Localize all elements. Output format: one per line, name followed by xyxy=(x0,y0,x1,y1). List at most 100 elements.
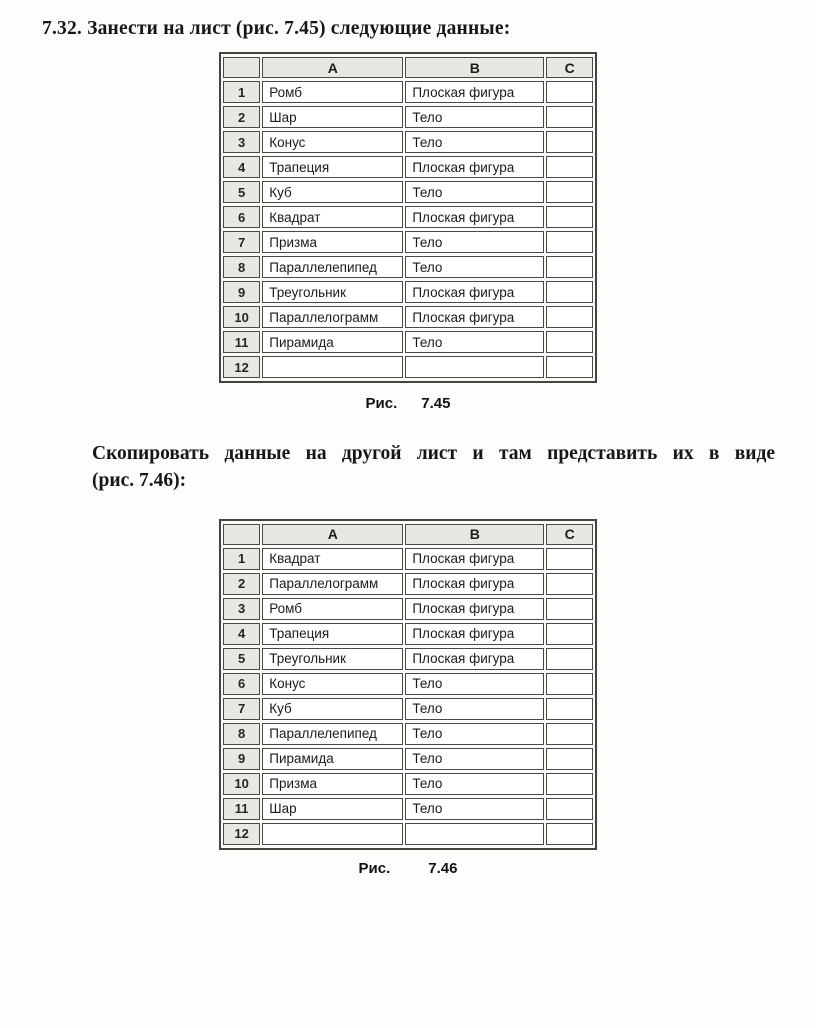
column-header-b: B xyxy=(405,57,545,78)
cell-a: Ромб xyxy=(262,597,404,620)
caption-number: 7.46 xyxy=(428,859,458,877)
cell-b: Плоская фигура xyxy=(405,622,545,645)
corner-cell xyxy=(223,57,261,78)
cell-c xyxy=(546,722,593,745)
cell-c xyxy=(546,797,593,820)
row-number-cell: 12 xyxy=(223,356,261,378)
column-header-a: A xyxy=(262,57,404,78)
cell-b: Плоская фигура xyxy=(405,306,545,328)
row-number-cell: 8 xyxy=(223,722,261,745)
column-header-c: C xyxy=(546,523,593,545)
table-row: 1 Ромб Плоская фигура xyxy=(223,81,593,103)
cell-c xyxy=(546,131,593,153)
copy-instruction: Скопировать данные на другой лист и там … xyxy=(92,440,775,495)
row-number-cell: 2 xyxy=(223,572,261,595)
cell-c xyxy=(546,281,593,303)
table-row: 2 Шар Тело xyxy=(223,106,593,128)
row-number-cell: 11 xyxy=(223,797,261,820)
cell-b xyxy=(405,822,545,845)
row-number-cell: 11 xyxy=(223,331,261,353)
row-number-cell: 8 xyxy=(223,256,261,278)
row-number-cell: 12 xyxy=(223,822,261,845)
cell-b: Плоская фигура xyxy=(405,156,545,178)
caption-number: 7.45 xyxy=(421,395,451,412)
cell-a: Призма xyxy=(262,231,404,253)
cell-b: Плоская фигура xyxy=(405,547,545,570)
table-row: 10 Призма Тело xyxy=(223,772,593,795)
row-number-cell: 3 xyxy=(223,131,261,153)
cell-c xyxy=(546,822,593,845)
spreadsheet-746-header: A B C xyxy=(223,523,593,545)
cell-c xyxy=(546,206,593,228)
copy-instruction-line1: Скопировать данные на другой лист и там … xyxy=(92,443,775,464)
cell-c xyxy=(546,231,593,253)
table-row: 1 Квадрат Плоская фигура xyxy=(223,547,593,570)
cell-b: Плоская фигура xyxy=(405,597,545,620)
table-row: 6 Квадрат Плоская фигура xyxy=(223,206,593,228)
spreadsheet-745-body: 1 Ромб Плоская фигура 2 Шар Тело 3 Конус Тело 4 Тр… xyxy=(223,81,593,378)
table-row: 8 Параллелепипед Тело xyxy=(223,722,593,745)
exercise-title: 7.32. Занести на лист (рис. 7.45) следую… xyxy=(42,18,511,39)
cell-c xyxy=(546,597,593,620)
cell-b: Тело xyxy=(405,697,545,720)
table-row: 5 Треугольник Плоская фигура xyxy=(223,647,593,670)
caption-label: Рис. xyxy=(358,859,391,877)
row-number-cell: 2 xyxy=(223,106,261,128)
table-row: 3 Ромб Плоская фигура xyxy=(223,597,593,620)
cell-b: Тело xyxy=(405,106,545,128)
cell-c xyxy=(546,181,593,203)
cell-b: Тело xyxy=(405,331,545,353)
row-number-cell: 4 xyxy=(223,622,261,645)
cell-b: Тело xyxy=(405,231,545,253)
cell-a: Конус xyxy=(262,131,404,153)
row-number-cell: 6 xyxy=(223,672,261,695)
cell-b: Тело xyxy=(405,747,545,770)
cell-c xyxy=(546,81,593,103)
table-row: 3 Конус Тело xyxy=(223,131,593,153)
cell-a: Конус xyxy=(262,672,404,695)
row-number-cell: 9 xyxy=(223,281,261,303)
spreadsheet-745: A B C 1 Ромб Плоская фигура 2 Шар Тело 3 Конус Т… xyxy=(219,52,597,383)
table-row: 5 Куб Тело xyxy=(223,181,593,203)
table-row: 7 Призма Тело xyxy=(223,231,593,253)
row-number-cell: 7 xyxy=(223,231,261,253)
table-row: 8 Параллелепипед Тело xyxy=(223,256,593,278)
cell-a: Трапеция xyxy=(262,622,404,645)
cell-a: Параллелограмм xyxy=(262,572,404,595)
cell-b: Плоская фигура xyxy=(405,81,545,103)
cell-c xyxy=(546,697,593,720)
scanned-textbook-page: { "colors": { "page_bg": "#fdfdfc", "hea… xyxy=(0,18,816,1028)
row-number-cell: 1 xyxy=(223,547,261,570)
copy-instruction-line2: (рис. 7.46): xyxy=(92,470,187,492)
cell-c xyxy=(546,622,593,645)
column-header-b: B xyxy=(405,523,545,545)
cell-c xyxy=(546,772,593,795)
cell-b: Плоская фигура xyxy=(405,572,545,595)
cell-a: Параллелепипед xyxy=(262,722,404,745)
cell-c xyxy=(546,647,593,670)
cell-a: Треугольник xyxy=(262,647,404,670)
cell-c xyxy=(546,156,593,178)
cell-b: Тело xyxy=(405,672,545,695)
cell-b: Тело xyxy=(405,131,545,153)
table-row: 6 Конус Тело xyxy=(223,672,593,695)
cell-a: Пирамида xyxy=(262,747,404,770)
table-row: 4 Трапеция Плоская фигура xyxy=(223,622,593,645)
caption-label: Рис. xyxy=(365,395,398,412)
row-number-cell: 1 xyxy=(223,81,261,103)
row-number-cell: 10 xyxy=(223,772,261,795)
cell-a: Ромб xyxy=(262,81,404,103)
spreadsheet-745-header: A B C xyxy=(223,57,593,78)
cell-c xyxy=(546,331,593,353)
column-header-a: A xyxy=(262,523,404,545)
row-number-cell: 5 xyxy=(223,647,261,670)
spreadsheet-746-body: 1 Квадрат Плоская фигура 2 Параллелограмм Пло… xyxy=(223,547,593,845)
table-row: 12 xyxy=(223,822,593,845)
cell-a: Трапеция xyxy=(262,156,404,178)
cell-c xyxy=(546,106,593,128)
cell-c xyxy=(546,672,593,695)
row-number-cell: 5 xyxy=(223,181,261,203)
table-row: 9 Треугольник Плоская фигура xyxy=(223,281,593,303)
cell-b: Тело xyxy=(405,181,545,203)
cell-b: Плоская фигура xyxy=(405,206,545,228)
